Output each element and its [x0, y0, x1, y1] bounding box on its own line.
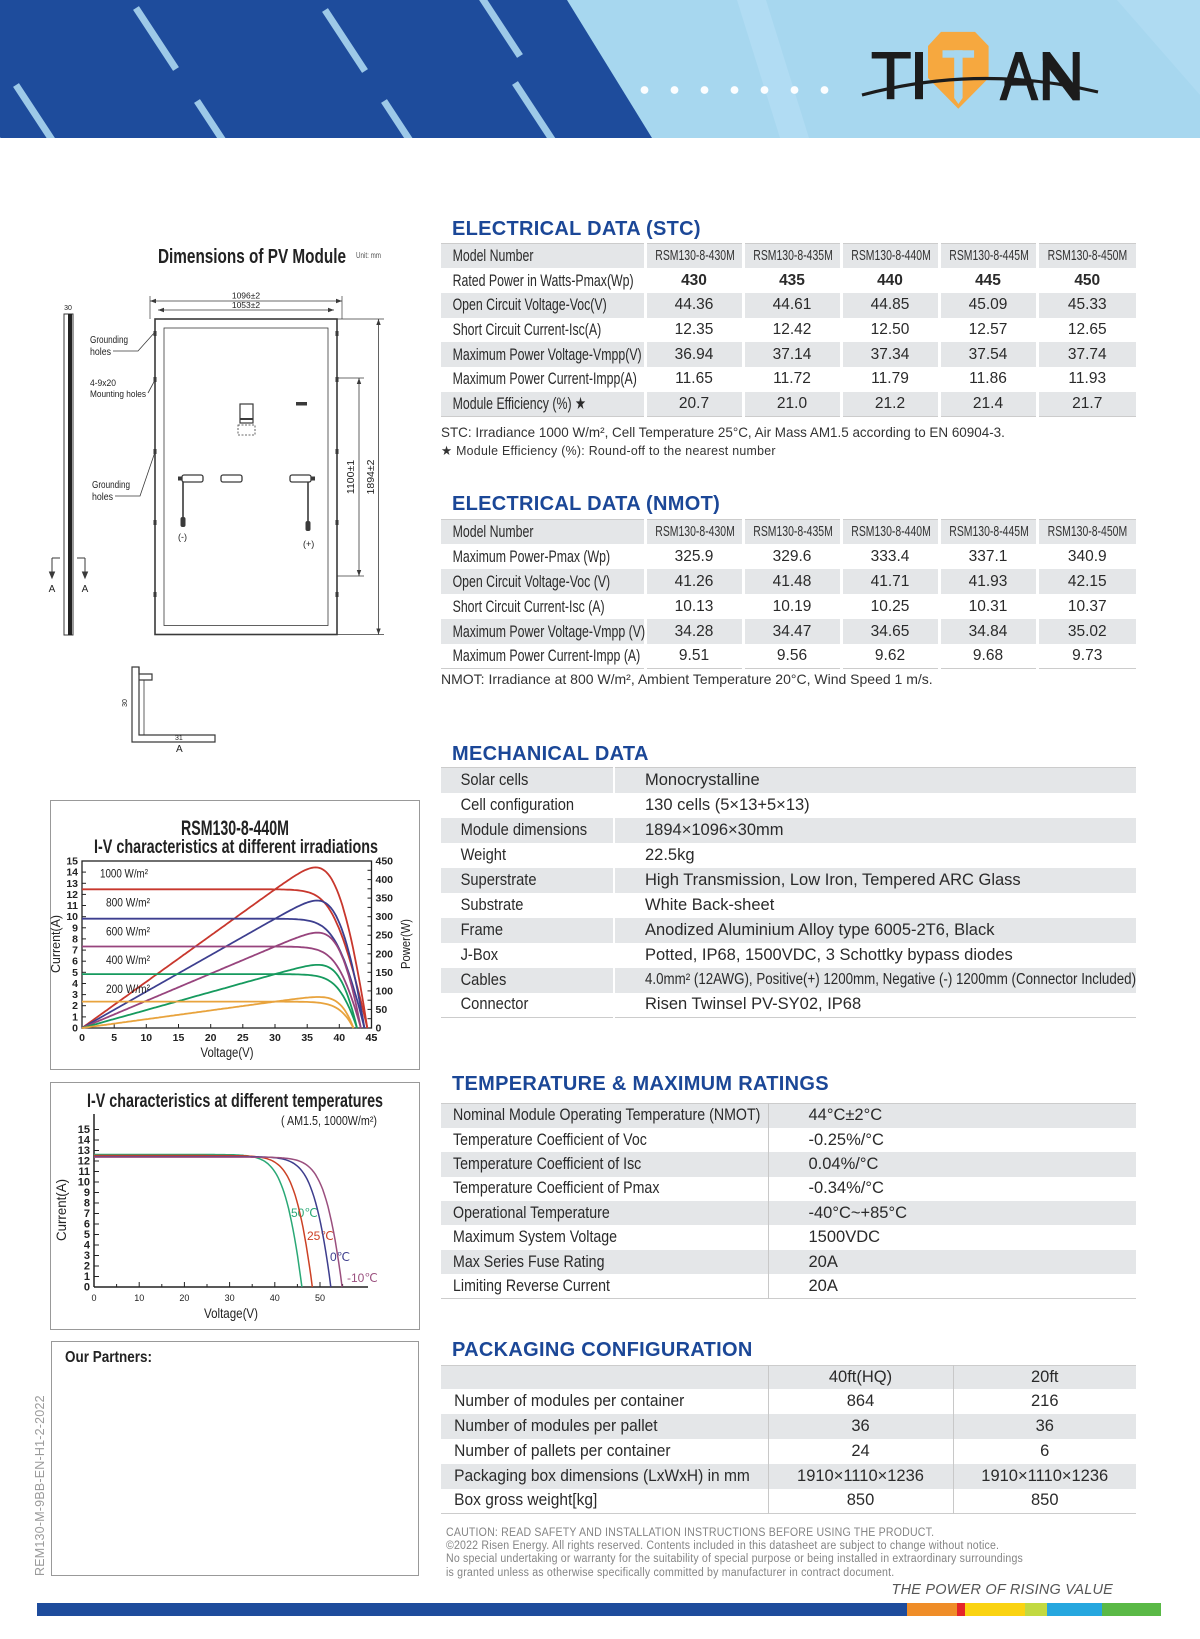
svg-text:Grounding: Grounding: [90, 335, 128, 346]
svg-text:2: 2: [72, 1000, 78, 1012]
svg-text:400: 400: [376, 874, 394, 886]
svg-text:30: 30: [122, 699, 129, 707]
svg-text:300: 300: [376, 911, 394, 923]
svg-text:0: 0: [91, 1293, 96, 1303]
svg-text:4: 4: [84, 1240, 91, 1252]
svg-text:250: 250: [376, 930, 394, 942]
svg-text:15: 15: [78, 1124, 90, 1136]
svg-text:RSM130-8-440M: RSM130-8-440M: [181, 817, 289, 840]
svg-text:holes: holes: [92, 492, 113, 503]
svg-text:Current(A): Current(A): [50, 915, 63, 973]
svg-text:Mounting holes: Mounting holes: [90, 389, 146, 400]
svg-text:25: 25: [237, 1032, 249, 1044]
svg-text:100: 100: [376, 985, 394, 997]
svg-text:13: 13: [78, 1145, 90, 1157]
svg-text:0℃: 0℃: [330, 1250, 350, 1264]
svg-text:10: 10: [78, 1177, 90, 1189]
svg-text:200: 200: [376, 948, 394, 960]
svg-text:9: 9: [84, 1187, 90, 1199]
svg-text:600 W/m²: 600 W/m²: [106, 924, 150, 938]
svg-text:800 W/m²: 800 W/m²: [106, 895, 150, 909]
svg-text:150: 150: [376, 967, 394, 979]
svg-text:14: 14: [78, 1135, 91, 1147]
svg-text:200 W/m²: 200 W/m²: [106, 982, 150, 996]
svg-text:3: 3: [84, 1250, 90, 1262]
svg-text:35: 35: [301, 1032, 313, 1044]
svg-text:A: A: [82, 584, 89, 595]
svg-text:12: 12: [66, 889, 78, 901]
svg-text:2: 2: [84, 1261, 90, 1273]
svg-text:Unit: mm: Unit: mm: [356, 250, 381, 260]
svg-text:1: 1: [72, 1011, 78, 1023]
svg-text:400 W/m²: 400 W/m²: [106, 953, 150, 967]
svg-text:8: 8: [84, 1198, 90, 1210]
svg-text:6: 6: [72, 956, 78, 968]
svg-text:0: 0: [376, 1023, 382, 1035]
svg-text:11: 11: [67, 900, 78, 912]
svg-text:11: 11: [78, 1166, 90, 1178]
svg-text:A: A: [49, 584, 56, 595]
svg-text:5: 5: [111, 1032, 117, 1044]
svg-text:50: 50: [315, 1293, 325, 1303]
svg-text:I-V characteristics at differe: I-V characteristics at different irradia…: [94, 837, 378, 858]
svg-text:( AM1.5, 1000W/m²): ( AM1.5, 1000W/m²): [281, 1113, 377, 1128]
svg-text:4-9x20: 4-9x20: [90, 378, 116, 389]
svg-text:30: 30: [225, 1293, 235, 1303]
svg-text:45: 45: [366, 1032, 378, 1044]
svg-text:25℃: 25℃: [307, 1229, 334, 1243]
svg-text:0: 0: [72, 1023, 78, 1035]
svg-text:50℃: 50℃: [291, 1206, 318, 1220]
svg-text:1053±2: 1053±2: [232, 300, 261, 310]
svg-text:1000 W/m²: 1000 W/m²: [100, 866, 148, 880]
svg-text:15: 15: [66, 856, 78, 868]
svg-text:Grounding: Grounding: [92, 480, 130, 491]
svg-text:20: 20: [179, 1293, 189, 1303]
svg-text:5: 5: [84, 1229, 90, 1241]
svg-text:50: 50: [376, 1004, 388, 1016]
svg-text:A: A: [176, 744, 183, 755]
svg-text:Dimensions of PV Module: Dimensions of PV Module: [158, 246, 346, 268]
svg-text:30: 30: [269, 1032, 281, 1044]
svg-text:5: 5: [72, 967, 78, 979]
svg-text:1100±1: 1100±1: [345, 460, 357, 494]
svg-text:10: 10: [140, 1032, 152, 1044]
svg-text:13: 13: [66, 878, 78, 890]
svg-text:Voltage(V): Voltage(V): [201, 1045, 254, 1060]
svg-text:1096±2: 1096±2: [232, 291, 261, 301]
svg-text:4: 4: [72, 978, 78, 990]
svg-text:45: 45: [366, 1032, 378, 1044]
svg-text:-10℃: -10℃: [347, 1271, 378, 1285]
svg-text:7: 7: [84, 1208, 90, 1220]
svg-text:7: 7: [72, 945, 78, 957]
svg-text:Voltage(V): Voltage(V): [204, 1305, 258, 1321]
svg-text:9: 9: [72, 922, 78, 934]
svg-text:30: 30: [64, 305, 72, 312]
svg-text:Power(W): Power(W): [398, 919, 413, 969]
svg-text:3: 3: [72, 989, 78, 1001]
svg-text:0: 0: [79, 1032, 85, 1044]
svg-text:10: 10: [134, 1293, 144, 1303]
svg-text:40: 40: [270, 1293, 280, 1303]
svg-text:450: 450: [376, 856, 394, 868]
svg-text:12: 12: [78, 1156, 90, 1168]
svg-text:(+): (+): [303, 539, 314, 549]
svg-text:10: 10: [66, 911, 78, 923]
svg-text:31: 31: [175, 735, 183, 742]
svg-text:Current(A): Current(A): [53, 1179, 69, 1241]
svg-text:40: 40: [333, 1032, 345, 1044]
svg-text:holes: holes: [90, 347, 111, 358]
svg-text:0: 0: [84, 1282, 90, 1294]
svg-text:15: 15: [173, 1032, 185, 1044]
svg-text:350: 350: [376, 893, 394, 905]
svg-text:1894±2: 1894±2: [365, 459, 377, 494]
svg-text:(-): (-): [178, 532, 187, 542]
svg-text:6: 6: [84, 1219, 90, 1231]
svg-text:I-V characteristics at differe: I-V characteristics at different tempera…: [87, 1091, 383, 1112]
svg-text:8: 8: [72, 933, 78, 945]
svg-text:14: 14: [66, 867, 78, 879]
svg-text:1: 1: [84, 1271, 90, 1283]
svg-text:20: 20: [205, 1032, 217, 1044]
